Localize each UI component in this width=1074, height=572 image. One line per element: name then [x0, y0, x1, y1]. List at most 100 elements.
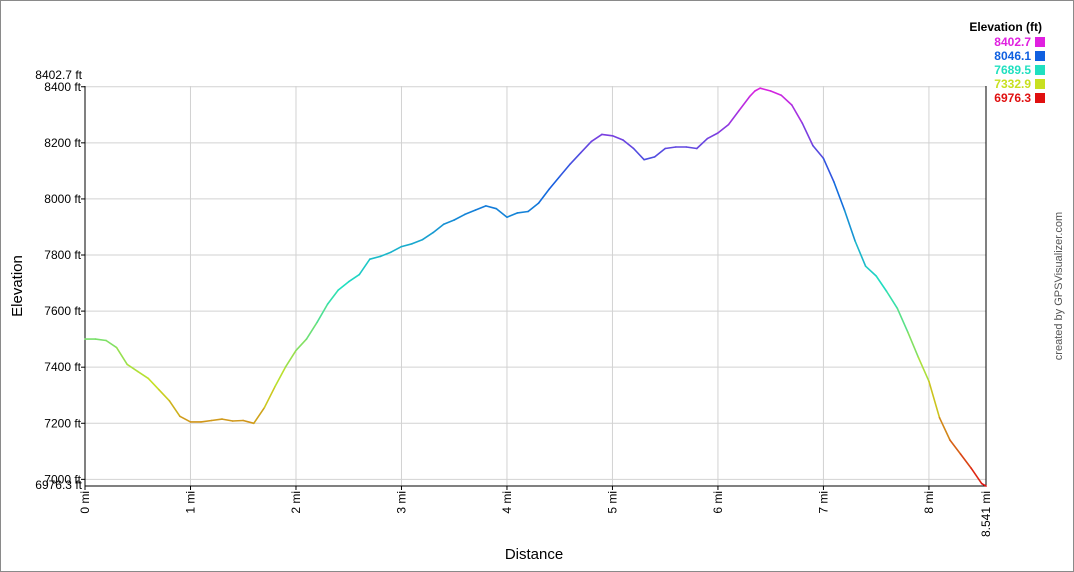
x-tick-label: 5 mi: [605, 491, 619, 514]
y-tick-label: 7800 ft: [44, 248, 81, 262]
line-segment: [801, 122, 814, 147]
y-tick-label: 8400 ft: [44, 80, 81, 94]
line-segment: [854, 240, 867, 268]
legend-title: Elevation (ft): [969, 20, 1042, 34]
line-segment: [970, 467, 983, 485]
line-segment: [949, 439, 962, 455]
line-segment: [126, 363, 139, 373]
line-segment: [411, 238, 424, 245]
line-segment: [622, 139, 635, 150]
line-segment: [727, 109, 740, 126]
line-segment: [738, 95, 751, 112]
legend-value: 6976.3: [994, 91, 1031, 105]
line-segment: [896, 307, 909, 333]
line-segment: [305, 321, 318, 340]
line-segment: [569, 151, 582, 165]
plot-area: [84, 86, 987, 487]
x-tick-label: 1 mi: [183, 491, 197, 514]
x-tick-label: 2 mi: [289, 491, 303, 514]
line-segment: [474, 205, 487, 211]
legend-swatch: [1035, 65, 1045, 75]
line-segment: [664, 146, 677, 150]
line-segment: [147, 377, 160, 391]
line-segment: [875, 275, 888, 293]
line-segment: [928, 380, 941, 419]
line-segment: [179, 415, 192, 423]
x-axis-ticks: 0 mi 1 mi 2 mi 3 mi 4 mi 5 mi 6 mi 7 mi 8 mi: [78, 486, 936, 514]
line-segment: [748, 90, 756, 98]
line-segment: [864, 265, 878, 277]
line-segment: [759, 87, 772, 92]
y-axis-ticks: 7000 ft 7200 ft 7400 ft 7600 ft 7800 ft 8000 …: [44, 80, 85, 486]
line-segment: [590, 133, 603, 143]
line-segment: [231, 419, 244, 422]
legend-swatch: [1035, 93, 1045, 103]
line-segment: [347, 273, 361, 283]
line-segment: [253, 406, 266, 425]
line-segment: [885, 290, 899, 310]
line-segment: [695, 137, 709, 150]
line-segment: [685, 146, 698, 150]
line-segment: [358, 258, 371, 276]
line-segment: [337, 280, 350, 291]
legend-value: 8046.1: [994, 49, 1031, 63]
line-segment: [168, 399, 181, 418]
line-segment: [780, 94, 793, 106]
line-segment: [653, 147, 667, 158]
line-segment: [263, 385, 276, 409]
y-tick-label: 7200 ft: [44, 416, 81, 430]
line-segment: [516, 210, 529, 214]
line-segment: [210, 418, 223, 422]
line-segment: [442, 219, 456, 225]
y-tick-label: 8200 ft: [44, 136, 81, 150]
legend-swatch: [1035, 51, 1045, 61]
line-segment: [274, 366, 287, 388]
y-max-label: 8402.7 ft: [35, 68, 82, 82]
line-segment: [906, 331, 920, 359]
elevation-line: [84, 87, 987, 487]
line-segment: [548, 175, 561, 190]
line-segment: [158, 388, 171, 402]
line-segment: [579, 140, 593, 154]
y-tick-label: 7600 ft: [44, 304, 81, 318]
legend-value: 7332.9: [994, 77, 1031, 91]
line-segment: [706, 132, 719, 140]
line-segment: [717, 123, 730, 134]
credit-text: created by GPSVisualizer.com: [1053, 212, 1065, 360]
line-segment: [295, 338, 308, 352]
legend-swatch: [1035, 37, 1045, 47]
line-segment: [390, 245, 403, 253]
y-min-label: 6976.3 ft: [35, 478, 82, 492]
line-segment: [379, 251, 392, 258]
legend-value: 7689.5: [994, 63, 1031, 77]
line-segment: [980, 482, 987, 487]
line-segment: [822, 157, 835, 183]
line-segment: [938, 416, 951, 441]
line-segment: [485, 205, 498, 210]
line-segment: [432, 223, 445, 234]
y-axis-title: Elevation: [9, 255, 26, 317]
line-segment: [601, 133, 614, 137]
line-segment: [769, 90, 783, 96]
line-segment: [463, 209, 477, 216]
y-tick-label: 7400 ft: [44, 360, 81, 374]
x-tick-label: 3 mi: [394, 491, 408, 514]
line-segment: [506, 212, 519, 218]
line-segment: [632, 147, 645, 161]
line-segment: [790, 104, 804, 124]
x-tick-label: 8 mi: [922, 491, 936, 514]
line-segment: [959, 453, 972, 469]
x-tick-label: 4 mi: [500, 491, 514, 514]
grid-lines: [85, 86, 986, 486]
line-segment: [812, 144, 825, 160]
line-segment: [105, 339, 118, 349]
line-segment: [242, 419, 255, 425]
x-axis-title: Distance: [505, 546, 563, 563]
line-segment: [368, 255, 382, 261]
line-segment: [843, 209, 856, 242]
line-segment: [421, 231, 434, 241]
line-segment: [316, 303, 329, 324]
x-tick-label: 0 mi: [78, 491, 92, 514]
